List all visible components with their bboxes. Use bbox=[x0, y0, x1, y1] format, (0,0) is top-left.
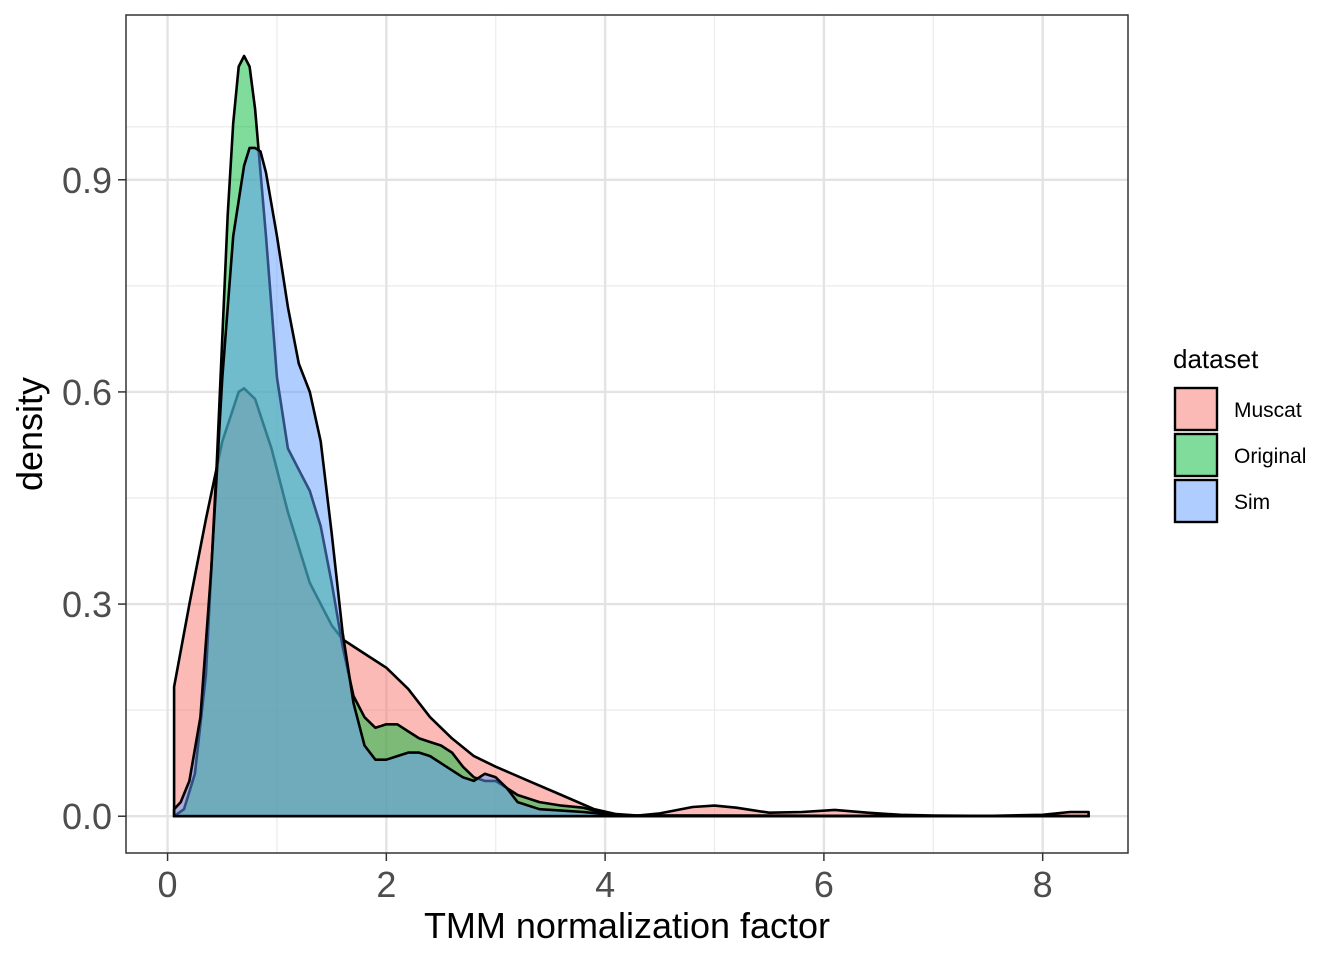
density-area-sim bbox=[172, 146, 1090, 818]
x-axis: 0 2 4 6 8 bbox=[158, 853, 1053, 905]
legend-items: Muscat Original Sim bbox=[1173, 386, 1306, 524]
x-tick-label: 6 bbox=[814, 864, 834, 905]
y-tick-label: 0.9 bbox=[62, 160, 112, 201]
density-areas bbox=[172, 54, 1090, 818]
legend-label-sim: Sim bbox=[1234, 491, 1270, 514]
y-axis: 0.0 0.3 0.6 0.9 bbox=[62, 160, 126, 837]
legend-label-muscat: Muscat bbox=[1234, 399, 1302, 422]
y-tick-label: 0.0 bbox=[62, 796, 112, 837]
panel-border bbox=[125, 14, 1129, 854]
x-tick-label: 8 bbox=[1033, 864, 1053, 905]
x-tick-label: 4 bbox=[595, 864, 615, 905]
plot-panel bbox=[125, 14, 1129, 854]
legend-swatch-sim bbox=[1173, 478, 1219, 524]
legend: dataset Muscat Original Sim bbox=[1173, 344, 1306, 524]
x-axis-title: TMM normalization factor bbox=[424, 905, 830, 946]
x-tick-label: 2 bbox=[376, 864, 396, 905]
legend-title: dataset bbox=[1173, 344, 1259, 374]
legend-label-original: Original bbox=[1234, 445, 1306, 468]
legend-swatch-muscat bbox=[1173, 386, 1219, 432]
x-tick-label: 0 bbox=[158, 864, 178, 905]
legend-swatch-original bbox=[1173, 432, 1219, 478]
y-axis-title: density bbox=[9, 377, 50, 491]
y-tick-label: 0.3 bbox=[62, 584, 112, 625]
y-tick-label: 0.6 bbox=[62, 372, 112, 413]
